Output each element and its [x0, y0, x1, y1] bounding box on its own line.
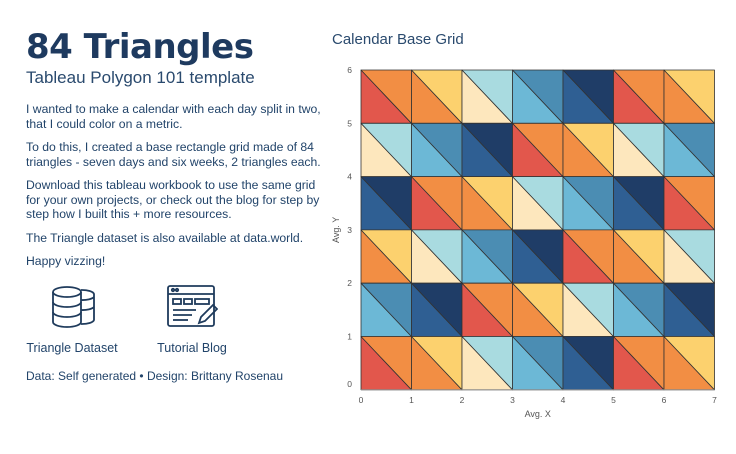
x-tick-label: 0 [359, 395, 364, 405]
x-tick-label: 2 [460, 395, 465, 405]
credit-line: Data: Self generated • Design: Brittany … [26, 368, 284, 383]
y-tick-label: 6 [347, 65, 352, 75]
page-title: 84 Triangles [26, 27, 254, 67]
browser-edit-icon [167, 284, 218, 327]
x-tick-label: 1 [409, 395, 414, 405]
tutorial-blog-label: Tutorial Blog [157, 340, 227, 355]
triangle-r4-c6-upper[interactable] [663, 122, 715, 177]
triangle-dataset-link[interactable]: Triangle Dataset [22, 283, 122, 355]
y-tick-label: 4 [347, 172, 352, 182]
y-axis-label: Avg. Y [331, 217, 341, 243]
triangle-r5-c6-upper[interactable] [663, 69, 715, 124]
x-tick-label: 5 [611, 395, 616, 405]
chart-title: Calendar Base Grid [332, 31, 464, 48]
x-tick-label: 3 [510, 395, 515, 405]
tutorial-blog-link[interactable]: Tutorial Blog [142, 283, 242, 355]
y-tick-label: 2 [347, 278, 352, 288]
resource-links: Triangle Dataset Tutorial Blog [26, 283, 326, 355]
calendar-grid-chart: 0 1 2 3 4 5 6 7 0 1 2 3 4 5 6 Avg. X Avg. Y [331, 65, 717, 419]
triangle-r0-c6-upper[interactable] [663, 336, 715, 391]
x-tick-label: 4 [561, 395, 566, 405]
intro-paragraph-4: The Triangle dataset is also available a… [26, 230, 304, 245]
triangle-r2-c6-upper[interactable] [663, 229, 715, 284]
x-axis-label: Avg. X [525, 409, 551, 419]
y-tick-label: 3 [347, 225, 352, 235]
intro-paragraph-3: Download this tableau workbook to use th… [26, 178, 320, 221]
triangle-r1-c6-upper[interactable] [663, 282, 715, 337]
page-subtitle: Tableau Polygon 101 template [26, 68, 255, 87]
y-tick-label: 5 [347, 118, 352, 128]
x-tick-label: 7 [712, 395, 717, 405]
x-tick-label: 6 [662, 395, 667, 405]
database-icon [52, 285, 95, 328]
y-tick-label: 1 [347, 332, 352, 342]
intro-panel: 84 Triangles Tableau Polygon 101 templat… [26, 28, 326, 383]
y-tick-label: 0 [347, 379, 352, 389]
intro-paragraph-2: To do this, I created a base rectangle g… [26, 140, 321, 169]
intro-paragraph-1: I wanted to make a calendar with each da… [26, 102, 321, 131]
triangle-dataset-label: Triangle Dataset [26, 340, 118, 355]
triangle-r3-c6-upper[interactable] [663, 176, 715, 231]
intro-paragraph-5: Happy vizzing! [26, 254, 106, 268]
